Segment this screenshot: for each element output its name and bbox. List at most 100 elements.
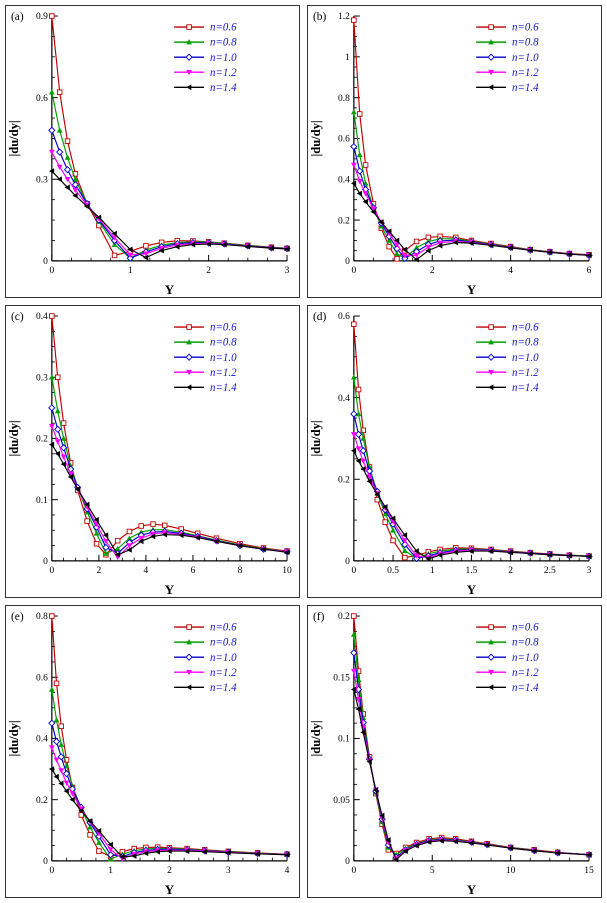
svg-text:0: 0 bbox=[43, 257, 48, 267]
svg-text:n=0.8: n=0.8 bbox=[512, 637, 539, 649]
svg-text:10: 10 bbox=[282, 566, 292, 576]
svg-text:0.1: 0.1 bbox=[338, 735, 350, 745]
svg-text:1: 1 bbox=[108, 866, 113, 876]
svg-text:|du/dy|: |du/dy| bbox=[309, 720, 323, 756]
svg-text:n=0.6: n=0.6 bbox=[512, 22, 539, 34]
svg-text:n=0.6: n=0.6 bbox=[512, 322, 539, 334]
svg-text:0.2: 0.2 bbox=[36, 796, 48, 806]
svg-text:1.2: 1.2 bbox=[338, 12, 350, 22]
chart-canvas-c: (c) 0 2 4 6 8 10 0 0.1 0.2 0.3 0.4 Y |du/dy| n=0.6 n=0.… bbox=[7, 311, 292, 597]
svg-text:n=0.8: n=0.8 bbox=[210, 37, 237, 49]
svg-text:0.3: 0.3 bbox=[36, 373, 48, 383]
svg-text:0.8: 0.8 bbox=[36, 612, 48, 622]
svg-text:6: 6 bbox=[587, 266, 592, 276]
chart-canvas-d: (d) 0 0.5 1 1.5 2 2.5 3 0 0.2 0.4 0.6 Y |du/dy| n=0.6 n… bbox=[309, 311, 593, 597]
svg-text:3: 3 bbox=[587, 566, 592, 576]
svg-text:0.2: 0.2 bbox=[36, 435, 48, 445]
svg-text:4: 4 bbox=[144, 566, 149, 576]
svg-text:0.2: 0.2 bbox=[338, 216, 350, 226]
svg-text:1: 1 bbox=[345, 53, 350, 63]
svg-text:n=1.4: n=1.4 bbox=[210, 682, 237, 694]
panel-a: (a) 0 1 2 3 0 0.3 0.6 0.9 Y |du/dy| n=0.6 n=0.8 n=1.0… bbox=[5, 5, 300, 298]
svg-text:n=0.6: n=0.6 bbox=[210, 22, 237, 34]
svg-text:(e): (e) bbox=[11, 611, 24, 623]
svg-text:0: 0 bbox=[43, 857, 48, 867]
svg-text:Y: Y bbox=[467, 282, 477, 297]
svg-text:Y: Y bbox=[165, 582, 175, 597]
chart-canvas-e: (e) 0 1 2 3 4 0 0.2 0.4 0.6 0.8 Y |du/dy| n=0.6 n=0.8 n… bbox=[7, 611, 291, 897]
svg-text:(b): (b) bbox=[313, 11, 327, 23]
svg-text:0.6: 0.6 bbox=[36, 94, 48, 104]
svg-text:0: 0 bbox=[345, 557, 350, 567]
svg-text:0.6: 0.6 bbox=[338, 312, 350, 322]
svg-text:n=1.0: n=1.0 bbox=[210, 652, 237, 664]
svg-text:15: 15 bbox=[584, 866, 594, 876]
svg-text:(d): (d) bbox=[313, 311, 327, 323]
svg-text:0.5: 0.5 bbox=[387, 566, 399, 576]
svg-text:2.5: 2.5 bbox=[544, 566, 556, 576]
svg-text:|du/dy|: |du/dy| bbox=[7, 720, 21, 756]
svg-text:n=1.4: n=1.4 bbox=[210, 382, 237, 394]
svg-text:Y: Y bbox=[467, 582, 477, 597]
svg-text:n=1.2: n=1.2 bbox=[210, 67, 237, 79]
svg-text:5: 5 bbox=[430, 866, 435, 876]
svg-text:0.4: 0.4 bbox=[36, 312, 48, 322]
svg-text:n=0.8: n=0.8 bbox=[512, 37, 539, 49]
svg-text:Y: Y bbox=[467, 882, 477, 897]
svg-text:(c): (c) bbox=[11, 311, 24, 323]
svg-text:n=0.6: n=0.6 bbox=[210, 322, 237, 334]
svg-text:(f): (f) bbox=[313, 611, 325, 623]
svg-text:2: 2 bbox=[206, 266, 211, 276]
svg-text:Y: Y bbox=[165, 282, 175, 297]
svg-text:Y: Y bbox=[165, 882, 175, 897]
svg-text:n=1.4: n=1.4 bbox=[512, 682, 539, 694]
svg-text:0: 0 bbox=[49, 266, 54, 276]
chart-canvas-f: (f) 0 5 10 15 0 0.05 0.1 0.15 0.2 Y |du/dy| n=0.6 n=0… bbox=[309, 611, 594, 897]
svg-text:n=1.0: n=1.0 bbox=[210, 52, 237, 64]
svg-text:|du/dy|: |du/dy| bbox=[309, 120, 323, 156]
svg-text:|du/dy|: |du/dy| bbox=[309, 420, 323, 456]
svg-text:0.1: 0.1 bbox=[36, 496, 48, 506]
svg-text:2: 2 bbox=[97, 566, 102, 576]
svg-text:3: 3 bbox=[226, 866, 231, 876]
chart-canvas-a: (a) 0 1 2 3 0 0.3 0.6 0.9 Y |du/dy| n=0.6 n=0.8 n=1.0… bbox=[7, 11, 291, 297]
svg-text:0: 0 bbox=[49, 866, 54, 876]
svg-text:n=1.0: n=1.0 bbox=[512, 52, 539, 64]
svg-text:n=1.2: n=1.2 bbox=[512, 367, 539, 379]
svg-text:0.4: 0.4 bbox=[338, 394, 350, 404]
svg-text:0.3: 0.3 bbox=[36, 175, 48, 185]
svg-text:|du/dy|: |du/dy| bbox=[7, 120, 21, 156]
chart-canvas-b: (b) 0 2 4 6 0 0.2 0.4 0.6 0.8 1 1.2 Y |du/dy| n=0.6 n=0… bbox=[309, 11, 593, 297]
svg-text:|du/dy|: |du/dy| bbox=[7, 420, 21, 456]
panel-c: (c) 0 2 4 6 8 10 0 0.1 0.2 0.3 0.4 Y |du/dy| n=0.6 n=0.… bbox=[5, 305, 300, 598]
svg-text:0.05: 0.05 bbox=[333, 796, 350, 806]
svg-text:n=1.2: n=1.2 bbox=[512, 667, 539, 679]
svg-text:2: 2 bbox=[430, 266, 435, 276]
svg-text:(a): (a) bbox=[11, 11, 24, 23]
svg-text:n=0.6: n=0.6 bbox=[210, 622, 237, 634]
svg-text:0.2: 0.2 bbox=[338, 612, 350, 622]
svg-text:1.5: 1.5 bbox=[466, 566, 478, 576]
svg-text:0.15: 0.15 bbox=[333, 673, 350, 683]
svg-text:0.9: 0.9 bbox=[36, 12, 48, 22]
svg-text:0.2: 0.2 bbox=[338, 475, 350, 485]
svg-text:2: 2 bbox=[508, 566, 513, 576]
svg-text:0.6: 0.6 bbox=[36, 673, 48, 683]
svg-text:n=1.4: n=1.4 bbox=[512, 382, 539, 394]
svg-text:2: 2 bbox=[167, 866, 172, 876]
svg-text:n=0.6: n=0.6 bbox=[512, 622, 539, 634]
svg-text:n=1.2: n=1.2 bbox=[210, 667, 237, 679]
panel-b: (b) 0 2 4 6 0 0.2 0.4 0.6 0.8 1 1.2 Y |du/dy| n=0.6 n=0… bbox=[307, 5, 602, 298]
svg-text:8: 8 bbox=[238, 566, 243, 576]
svg-text:0: 0 bbox=[351, 866, 356, 876]
svg-text:0: 0 bbox=[49, 566, 54, 576]
svg-text:1: 1 bbox=[430, 566, 435, 576]
svg-text:0: 0 bbox=[351, 566, 356, 576]
svg-text:4: 4 bbox=[285, 866, 290, 876]
svg-text:n=0.8: n=0.8 bbox=[210, 337, 237, 349]
svg-text:n=1.4: n=1.4 bbox=[210, 82, 237, 94]
svg-text:0.8: 0.8 bbox=[338, 94, 350, 104]
svg-text:1: 1 bbox=[128, 266, 133, 276]
svg-text:0.4: 0.4 bbox=[36, 735, 48, 745]
